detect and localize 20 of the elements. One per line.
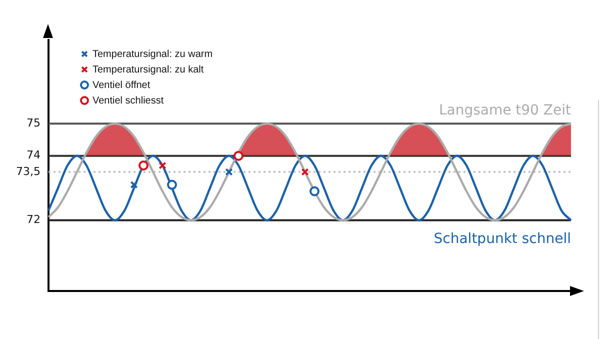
line-series — [47, 154, 572, 222]
y-tick-label: 75 — [26, 116, 40, 130]
y-tick-label: 72 — [26, 213, 40, 226]
point — [233, 150, 244, 161]
legend-label: Ventiel schliesst — [92, 95, 164, 106]
point — [130, 180, 138, 189]
point — [138, 160, 148, 170]
y-tick-label: 73,5 — [16, 164, 40, 178]
legend-label: Ventiel öffnet — [92, 80, 150, 91]
series-label: Langsame t90 Zeit — [438, 102, 572, 118]
legend-label: Temperatursignal: zu kalt — [92, 64, 204, 76]
point — [225, 168, 233, 176]
y-tick-label: 74 — [26, 148, 40, 162]
line-series — [47, 122, 572, 222]
point — [309, 186, 320, 196]
point — [158, 162, 166, 170]
series-label: Schaltpunkt schnell — [434, 230, 571, 247]
point — [301, 168, 309, 176]
point — [166, 180, 177, 190]
legend-label: Temperatursignal: zu warm — [92, 48, 213, 60]
